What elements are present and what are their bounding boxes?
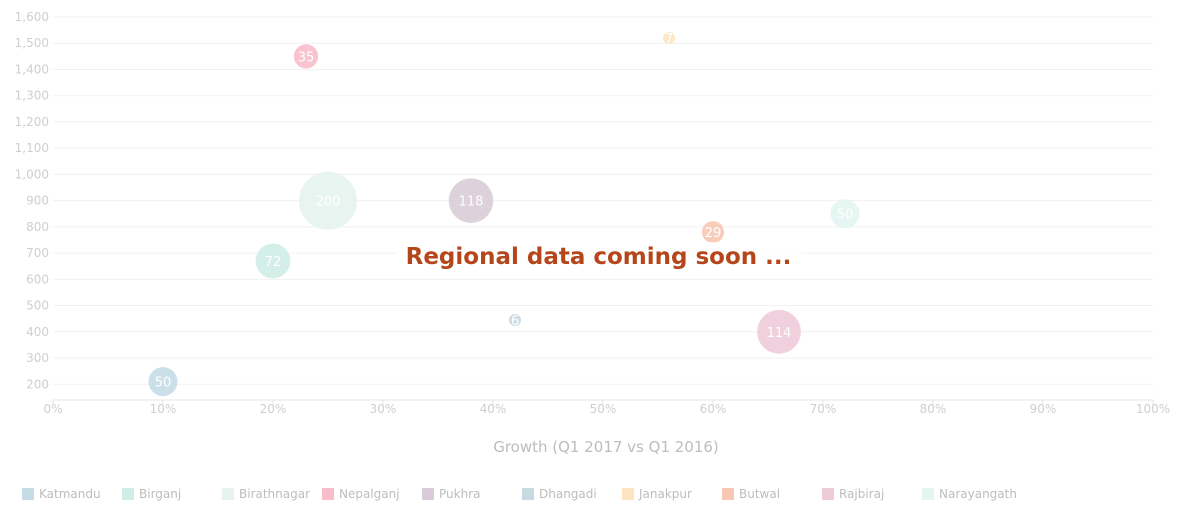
legend-label: Katmandu (39, 487, 101, 501)
legend-swatch (122, 488, 134, 500)
bubble-value-label: 50 (155, 376, 172, 391)
legend-label: Butwal (739, 487, 781, 501)
legend-swatch (22, 488, 34, 500)
legend-label: Nepalganj (339, 487, 400, 501)
y-tick-label: 1,300 (15, 89, 49, 103)
x-tick-label: 60% (700, 402, 727, 416)
legend-label: Janakpur (639, 487, 692, 501)
bubble-nepalganj[interactable] (293, 44, 319, 69)
bubble-value-label: 7 (665, 32, 673, 47)
legend-item-narayangath[interactable]: Narayangath (922, 485, 1017, 503)
legend-item-birganj[interactable]: Birganj (122, 485, 181, 503)
x-tick-label: 70% (810, 402, 837, 416)
y-tick-label: 800 (26, 220, 49, 234)
legend-item-pukhra[interactable]: Pukhra (422, 485, 480, 503)
legend-swatch (522, 488, 534, 500)
bubble-value-label: 200 (316, 195, 341, 210)
legend-swatch (822, 488, 834, 500)
bubble-narayangath[interactable] (830, 199, 860, 229)
x-tick-label: 40% (480, 402, 507, 416)
legend-label: Narayangath (939, 487, 1017, 501)
bubble-value-label: 50 (837, 208, 854, 223)
y-tick-label: 700 (26, 246, 49, 260)
bubble-value-label: 114 (767, 326, 792, 341)
legend-item-birathnagar[interactable]: Birathnagar (222, 485, 310, 503)
bubble-value-label: 35 (298, 50, 315, 65)
bubble-value-label: 29 (705, 226, 722, 241)
x-tick-label: 90% (1030, 402, 1057, 416)
bubble-value-label: 118 (459, 195, 484, 210)
legend-swatch (422, 488, 434, 500)
x-axis-title: Growth (Q1 2017 vs Q1 2016) (493, 438, 719, 456)
legend-swatch (922, 488, 934, 500)
legend-item-nepalganj[interactable]: Nepalganj (322, 485, 400, 503)
legend-swatch (722, 488, 734, 500)
y-tick-label: 200 (26, 377, 49, 391)
x-tick-label: 20% (260, 402, 287, 416)
legend-label: Birathnagar (239, 487, 311, 501)
bubble-birganj[interactable] (255, 243, 291, 279)
bubble-rajbiraj[interactable] (757, 309, 801, 354)
legend-item-katmandu[interactable]: Katmandu (22, 485, 101, 503)
bubble-dhangadi[interactable] (509, 313, 521, 326)
x-tick-label: 50% (590, 402, 617, 416)
bubble-value-label: 72 (265, 255, 282, 270)
x-tick-label: 0% (43, 402, 62, 416)
y-tick-label: 500 (26, 299, 49, 313)
bubble-butwal[interactable] (701, 221, 725, 244)
y-tick-label: 1,200 (15, 115, 49, 129)
legend-label: Rajbiraj (839, 487, 885, 501)
legend-swatch (622, 488, 634, 500)
bubble-janakpur[interactable] (663, 31, 675, 44)
bubble-value-label: 6 (511, 314, 519, 329)
y-tick-label: 900 (26, 194, 49, 208)
bubble-pukhra[interactable] (448, 178, 494, 223)
y-tick-label: 1,500 (15, 36, 49, 50)
y-tick-label: 1,000 (15, 167, 49, 181)
x-tick-label: 80% (920, 402, 947, 416)
legend-item-butwal[interactable]: Butwal (722, 485, 780, 503)
y-tick-label: 300 (26, 351, 49, 365)
bubbles: 50 72 200 35 118 6 7 29 114 50 (148, 31, 860, 397)
y-tick-label: 600 (26, 272, 49, 286)
y-tick-label: 1,600 (15, 10, 49, 24)
legend-item-dhangadi[interactable]: Dhangadi (522, 485, 597, 503)
axes: 200 300 400 500 600 700 800 900 1,000 1,100 1,200 1… (15, 10, 1171, 416)
bubble-katmandu[interactable] (148, 367, 178, 397)
gridlines (53, 16, 1153, 385)
legend-label: Pukhra (439, 487, 481, 501)
y-tick-label: 1,100 (15, 141, 49, 155)
legend-label: Birganj (139, 487, 182, 501)
legend-swatch (222, 488, 234, 500)
legend-swatch (322, 488, 334, 500)
x-tick-label: 100% (1136, 402, 1170, 416)
y-tick-label: 400 (26, 325, 49, 339)
legend-item-janakpur[interactable]: Janakpur (622, 485, 692, 503)
legend-label: Dhangadi (539, 487, 597, 501)
bubble-birathnagar[interactable] (299, 171, 357, 230)
y-tick-label: 1,400 (15, 62, 49, 76)
x-tick-label: 10% (150, 402, 177, 416)
x-tick-label: 30% (370, 402, 397, 416)
legend-item-rajbiraj[interactable]: Rajbiraj (822, 485, 884, 503)
